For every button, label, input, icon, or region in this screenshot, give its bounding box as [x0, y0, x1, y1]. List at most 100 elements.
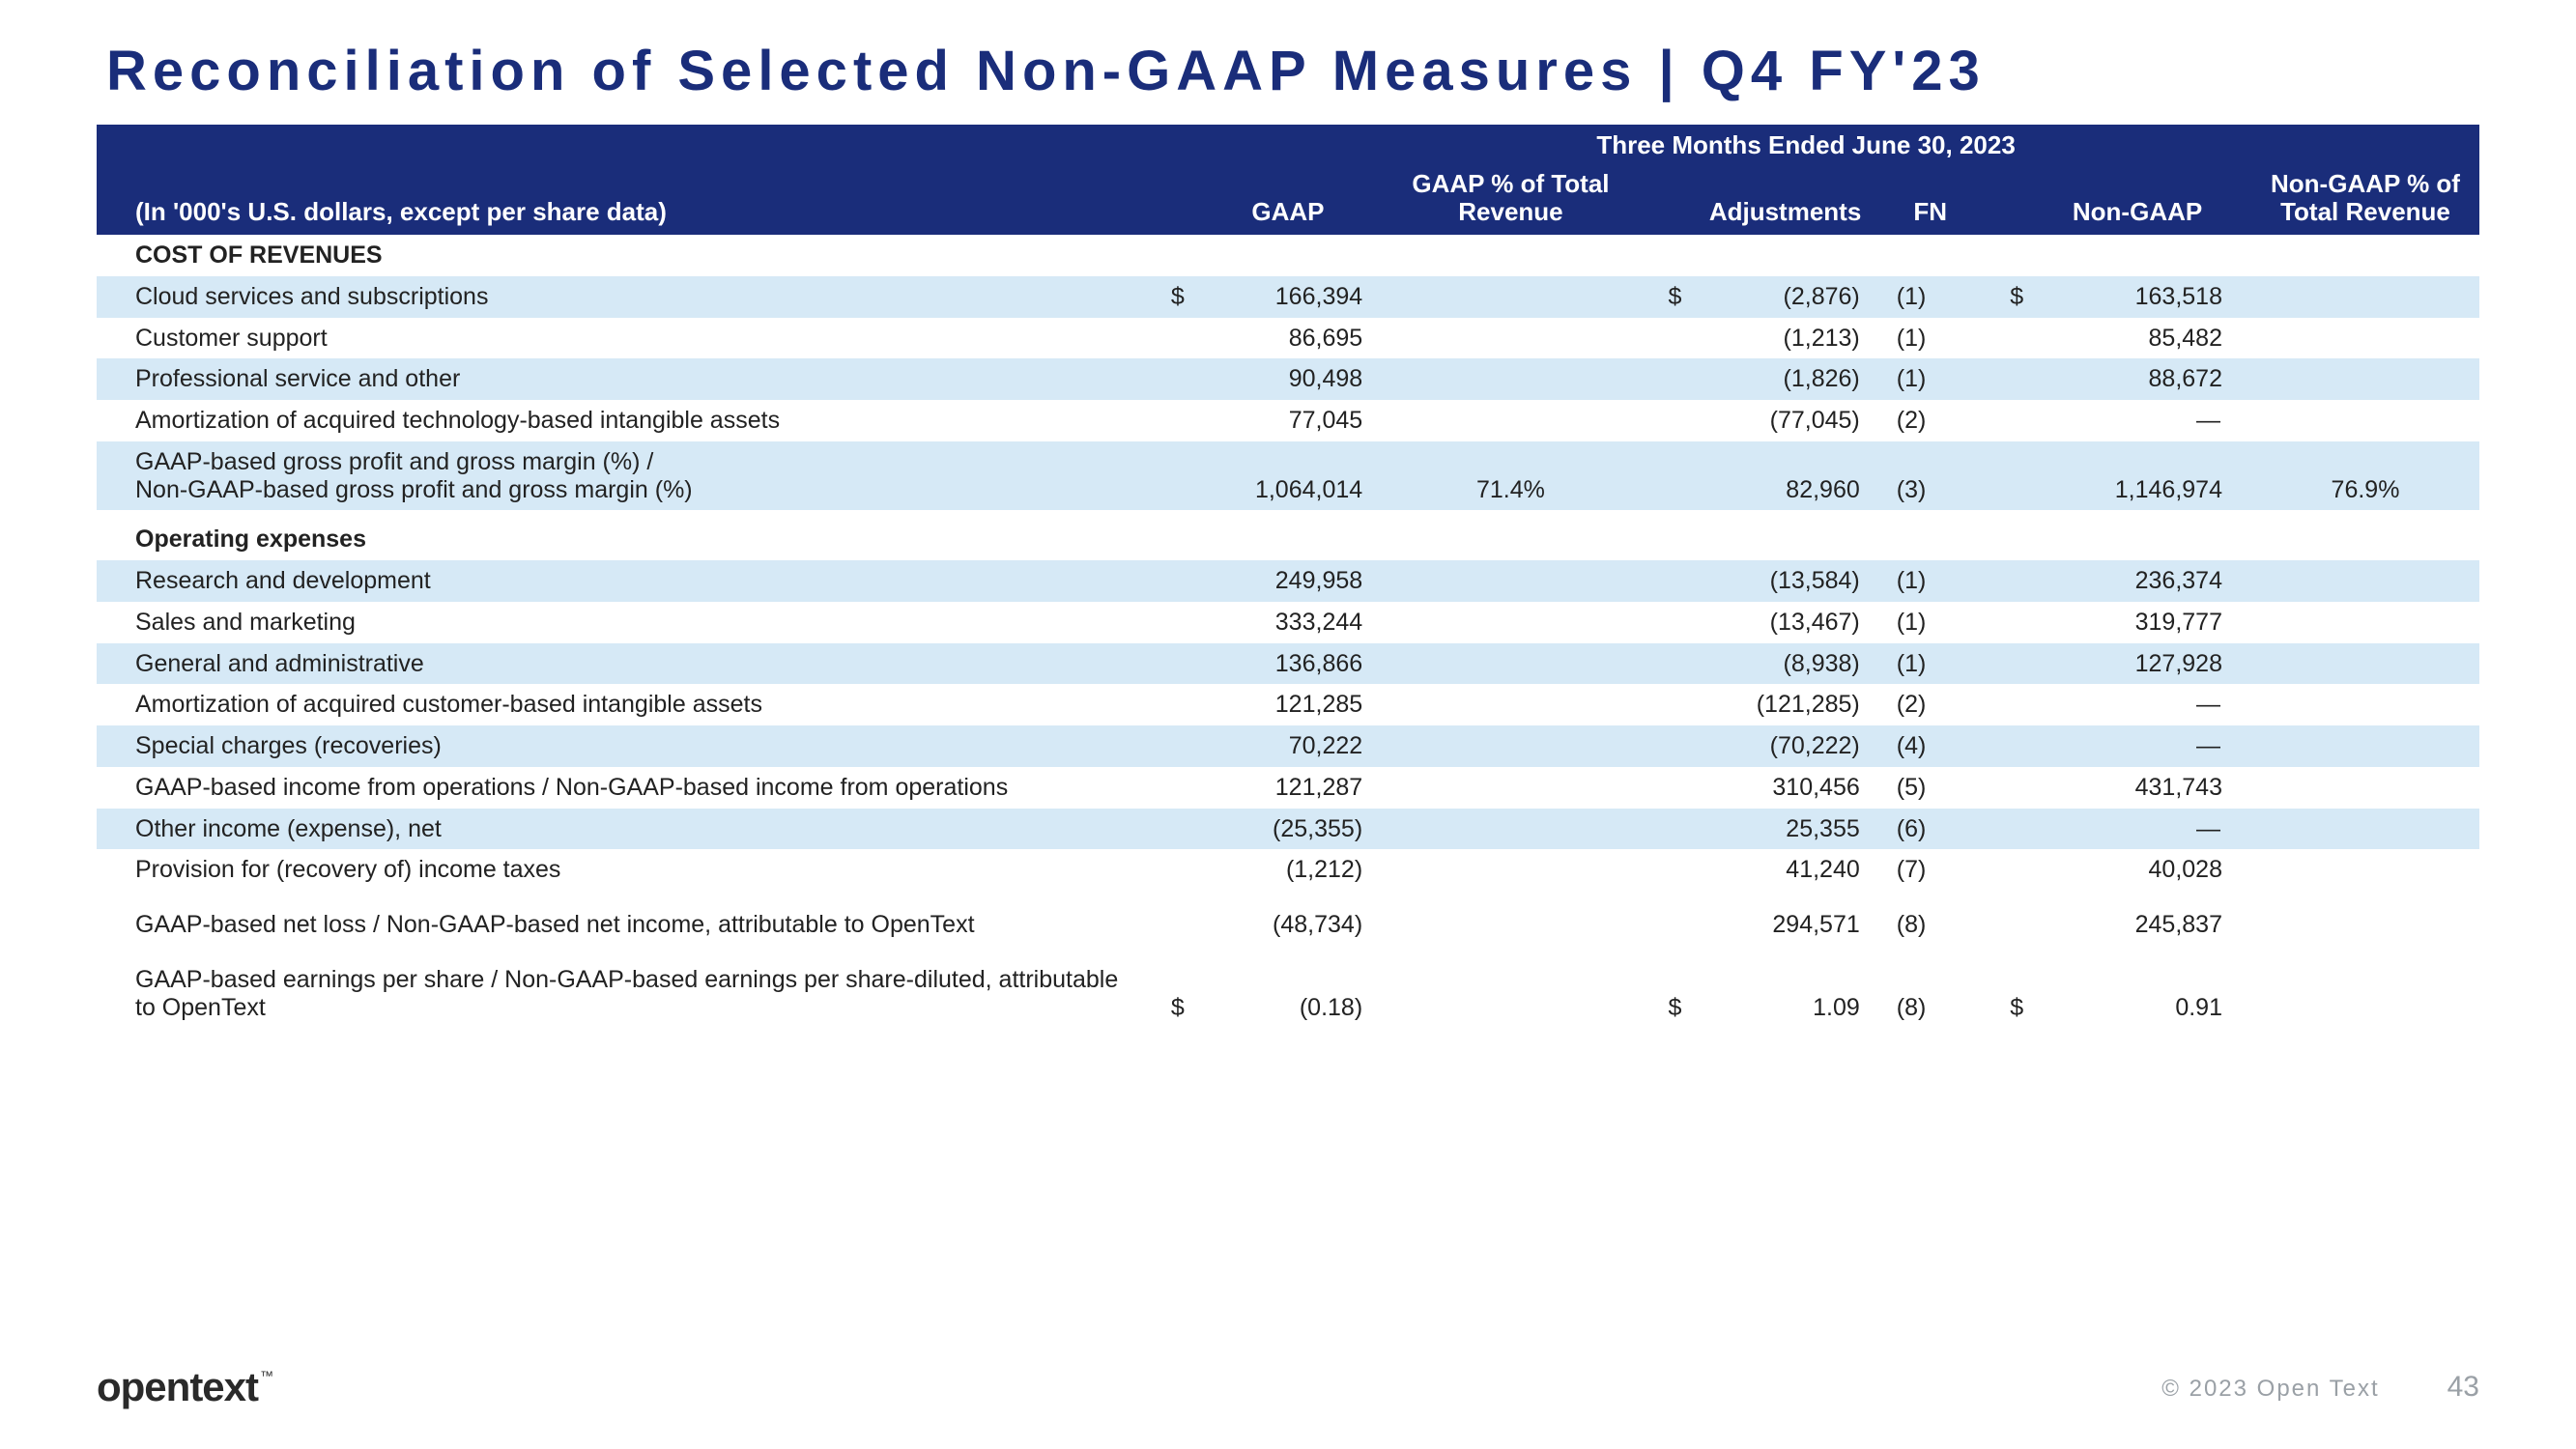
- cell-nongaap: 0.91: [2023, 959, 2251, 1029]
- table-row: Sales and marketing 333,244 (13,467) (1)…: [97, 602, 2479, 643]
- cell-adj: (8,938): [1681, 643, 1888, 685]
- currency-symbol: $: [1972, 959, 2024, 1029]
- cell-fn: (5): [1889, 767, 1972, 809]
- table-row: GAAP-based earnings per share / Non-GAAP…: [97, 959, 2479, 1029]
- col-nongaap-pct: Non-GAAP % of Total Revenue: [2251, 164, 2479, 235]
- cell-nongaap: 163,518: [2023, 276, 2251, 318]
- section-label: Operating expenses: [97, 510, 1132, 560]
- table-row: Special charges (recoveries) 70,222 (70,…: [97, 725, 2479, 767]
- section-cost-of-revenues: COST OF REVENUES: [97, 235, 2479, 276]
- currency-symbol: $: [1132, 959, 1185, 1029]
- cell-nongaap: —: [2023, 400, 2251, 441]
- cell-adj: 294,571: [1681, 904, 1888, 946]
- row-label: Research and development: [97, 560, 1132, 602]
- row-label: Other income (expense), net: [97, 809, 1132, 850]
- cell-gaap: 333,244: [1185, 602, 1391, 643]
- cell-fn: (1): [1889, 318, 1972, 359]
- cell-gaap: 136,866: [1185, 643, 1391, 685]
- cell-nongaap: 431,743: [2023, 767, 2251, 809]
- period-header-row: Three Months Ended June 30, 2023: [97, 125, 2479, 164]
- row-label: GAAP-based gross profit and gross margin…: [97, 441, 1132, 511]
- col-label: (In '000's U.S. dollars, except per shar…: [97, 164, 1132, 235]
- cell-adj: 1.09: [1681, 959, 1888, 1029]
- cell-fn: (7): [1889, 849, 1972, 891]
- row-label: GAAP-based earnings per share / Non-GAAP…: [97, 959, 1132, 1029]
- table-row: General and administrative 136,866 (8,93…: [97, 643, 2479, 685]
- table-row: Amortization of acquired customer-based …: [97, 684, 2479, 725]
- cell-gaap: 121,287: [1185, 767, 1391, 809]
- row-label: Sales and marketing: [97, 602, 1132, 643]
- col-adjustments: Adjustments: [1681, 164, 1888, 235]
- currency-symbol: $: [1132, 276, 1185, 318]
- currency-symbol: $: [1630, 276, 1682, 318]
- cell-nongaap: 85,482: [2023, 318, 2251, 359]
- table-row: Provision for (recovery of) income taxes…: [97, 849, 2479, 891]
- reconciliation-table: Three Months Ended June 30, 2023 (In '00…: [97, 125, 2479, 1028]
- cell-fn: (3): [1889, 441, 1972, 511]
- cell-nongaap: 127,928: [2023, 643, 2251, 685]
- row-label: Cloud services and subscriptions: [97, 276, 1132, 318]
- table-row: Research and development 249,958 (13,584…: [97, 560, 2479, 602]
- cell-fn: (1): [1889, 643, 1972, 685]
- cell-gaap: 86,695: [1185, 318, 1391, 359]
- cell-adj: (77,045): [1681, 400, 1888, 441]
- cell-adj: 25,355: [1681, 809, 1888, 850]
- cell-adj: 82,960: [1681, 441, 1888, 511]
- cell-fn: (4): [1889, 725, 1972, 767]
- cell-adj: (13,584): [1681, 560, 1888, 602]
- cell-nongaap-pct: [2251, 276, 2479, 318]
- row-label: Customer support: [97, 318, 1132, 359]
- cell-gaap-pct: 71.4%: [1391, 441, 1630, 511]
- copyright-text: © 2023 Open Text: [2161, 1376, 2379, 1403]
- cell-gaap: 249,958: [1185, 560, 1391, 602]
- row-label: GAAP-based income from operations / Non-…: [97, 767, 1132, 809]
- cell-nongaap: 245,837: [2023, 904, 2251, 946]
- table-row: GAAP-based income from operations / Non-…: [97, 767, 2479, 809]
- table-row: Customer support 86,695 (1,213) (1) 85,4…: [97, 318, 2479, 359]
- cell-nongaap: 1,146,974: [2023, 441, 2251, 511]
- cell-adj: 310,456: [1681, 767, 1888, 809]
- page-number: 43: [2447, 1371, 2479, 1404]
- row-label: Provision for (recovery of) income taxes: [97, 849, 1132, 891]
- spacer-row: [97, 891, 2479, 904]
- table-row: Amortization of acquired technology-base…: [97, 400, 2479, 441]
- cell-gaap-pct: [1391, 276, 1630, 318]
- cell-nongaap: 40,028: [2023, 849, 2251, 891]
- section-operating-expenses: Operating expenses: [97, 510, 2479, 560]
- cell-adj: (1,213): [1681, 318, 1888, 359]
- row-label: Amortization of acquired customer-based …: [97, 684, 1132, 725]
- cell-fn: (2): [1889, 400, 1972, 441]
- cell-nongaap: 319,777: [2023, 602, 2251, 643]
- table-row: Professional service and other 90,498 (1…: [97, 358, 2479, 400]
- spacer-row: [97, 946, 2479, 959]
- cell-adj: (121,285): [1681, 684, 1888, 725]
- cell-gaap: (0.18): [1185, 959, 1391, 1029]
- cell-gaap: (1,212): [1185, 849, 1391, 891]
- cell-fn: (8): [1889, 904, 1972, 946]
- cell-adj: (1,826): [1681, 358, 1888, 400]
- cell-gaap: 70,222: [1185, 725, 1391, 767]
- column-header-row: (In '000's U.S. dollars, except per shar…: [97, 164, 2479, 235]
- table-row: Cloud services and subscriptions $ 166,3…: [97, 276, 2479, 318]
- cell-nongaap: —: [2023, 725, 2251, 767]
- cell-adj: (2,876): [1681, 276, 1888, 318]
- cell-fn: (1): [1889, 358, 1972, 400]
- opentext-logo: opentext: [97, 1364, 271, 1410]
- cell-fn: (1): [1889, 560, 1972, 602]
- table-row: GAAP-based net loss / Non-GAAP-based net…: [97, 904, 2479, 946]
- period-header: Three Months Ended June 30, 2023: [1132, 125, 2479, 164]
- row-label: Professional service and other: [97, 358, 1132, 400]
- section-label: COST OF REVENUES: [97, 235, 1132, 276]
- col-nongaap: Non-GAAP: [2023, 164, 2251, 235]
- cell-nongaap: 88,672: [2023, 358, 2251, 400]
- cell-adj: (70,222): [1681, 725, 1888, 767]
- col-gaap: GAAP: [1185, 164, 1391, 235]
- col-fn: FN: [1889, 164, 1972, 235]
- table-row: GAAP-based gross profit and gross margin…: [97, 441, 2479, 511]
- col-gaap-pct: GAAP % of Total Revenue: [1391, 164, 1630, 235]
- cell-fn: (1): [1889, 276, 1972, 318]
- cell-nongaap: —: [2023, 809, 2251, 850]
- cell-fn: (8): [1889, 959, 1972, 1029]
- cell-fn: (6): [1889, 809, 1972, 850]
- cell-nongaap: 236,374: [2023, 560, 2251, 602]
